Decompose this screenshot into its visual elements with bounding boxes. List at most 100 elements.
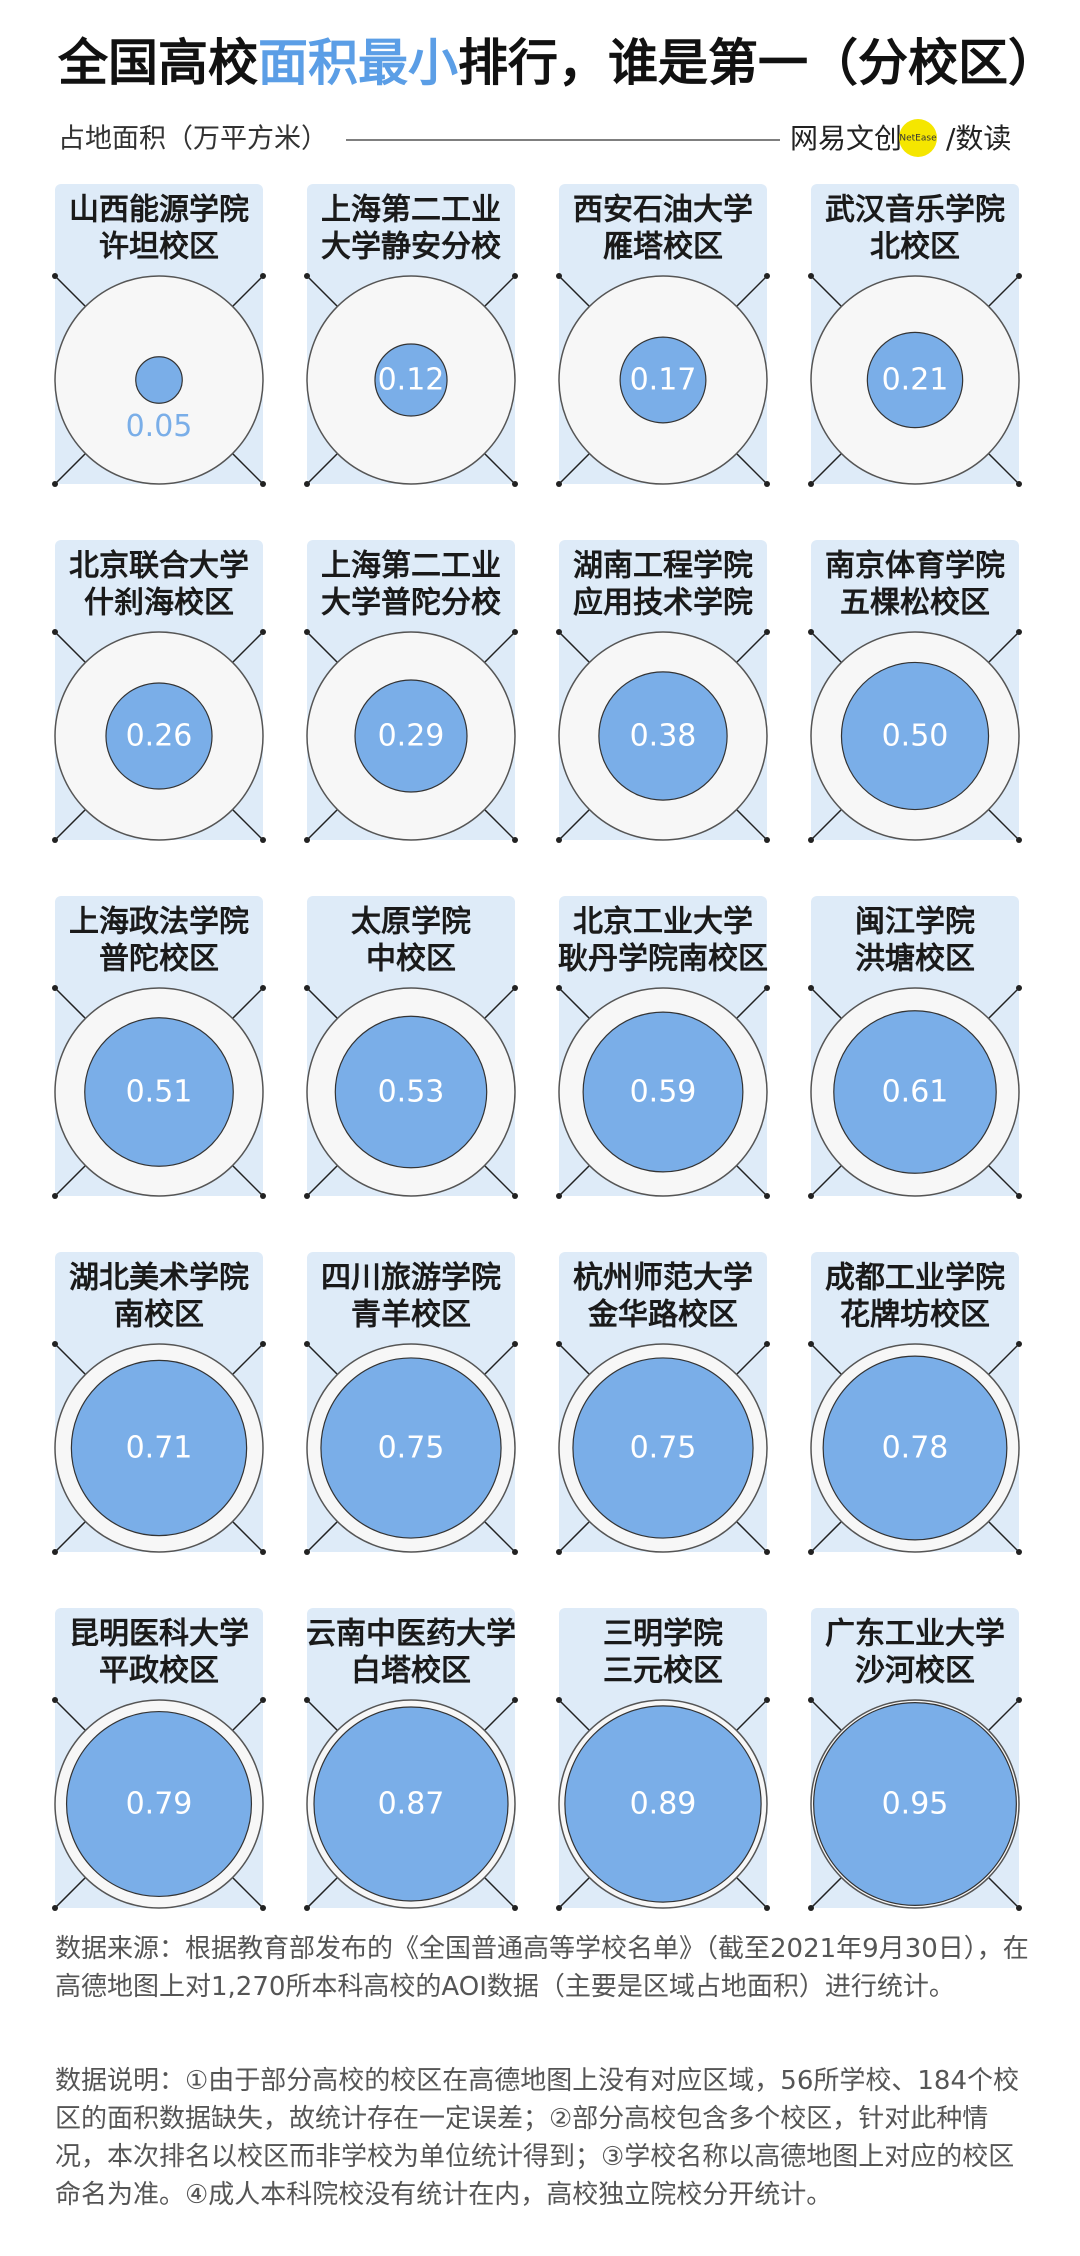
corner-dot [260, 985, 266, 991]
corner-dot [304, 1193, 310, 1199]
corner-dot [556, 273, 562, 279]
corner-line [306, 1521, 338, 1553]
bubble [320, 1357, 502, 1539]
value-label: 0.51 [126, 1075, 193, 1110]
category-label: 普陀校区 [99, 942, 219, 977]
category-label: 山西能源学院 [69, 193, 249, 228]
bubble [619, 336, 707, 424]
brand-badge: NetEase [899, 134, 937, 144]
bubble [598, 671, 728, 801]
corner-dot [304, 1905, 310, 1911]
bubble [374, 343, 448, 417]
corner-dot [512, 1549, 518, 1555]
corner-line [736, 809, 768, 841]
corner-line [988, 631, 1020, 663]
bubble [833, 1010, 997, 1174]
value-label: 0.61 [882, 1075, 949, 1110]
corner-dot [556, 1697, 562, 1703]
bubble [822, 1355, 1008, 1541]
category-label: 许坦校区 [99, 230, 219, 265]
corner-line [810, 1521, 842, 1553]
corner-line [810, 987, 842, 1019]
corner-line [54, 1343, 86, 1375]
corner-line [306, 1165, 338, 1197]
chart: 全国高校面积最小排行，谁是第一（分校区） 占地面积（万平方米） 网易文创 Net… [52, 34, 1058, 1911]
corner-dot [1016, 1697, 1022, 1703]
corner-dot [808, 1905, 814, 1911]
bubble [65, 1710, 253, 1898]
corner-dot [260, 1341, 266, 1347]
corner-line [736, 1877, 768, 1909]
corner-dot [764, 1905, 770, 1911]
value-label: 0.95 [882, 1787, 949, 1822]
category-label: 西安石油大学 [573, 193, 753, 228]
corner-line [232, 1521, 264, 1553]
corner-dot [512, 1697, 518, 1703]
value-label: 0.50 [882, 719, 949, 754]
category-label: 昆明医科大学 [69, 1617, 249, 1652]
corner-line [54, 631, 86, 663]
category-label: 上海政法学院 [69, 905, 249, 940]
value-label: 0.21 [882, 363, 949, 398]
corner-line [558, 453, 590, 485]
category-label: 什刹海校区 [84, 586, 234, 621]
category-label: 太原学院 [351, 905, 471, 940]
category-label: 白塔校区 [351, 1654, 471, 1689]
corner-dot [260, 629, 266, 635]
corner-dot [52, 273, 58, 279]
corner-line [736, 275, 768, 307]
corner-line [232, 453, 264, 485]
corner-line [484, 1165, 516, 1197]
corner-dot [1016, 1549, 1022, 1555]
corner-line [232, 1343, 264, 1375]
corner-dot [808, 481, 814, 487]
corner-line [988, 453, 1020, 485]
corner-dot [304, 273, 310, 279]
corner-dot [304, 629, 310, 635]
category-label: 三元校区 [603, 1654, 723, 1689]
corner-line [484, 1343, 516, 1375]
corner-dot [556, 1193, 562, 1199]
corner-line [736, 1165, 768, 1197]
note: 数据来源：根据教育部发布的《全国普通高等学校名单》（截至2021年9月30日），… [55, 1934, 1029, 2002]
corner-line [558, 987, 590, 1019]
corner-line [558, 1521, 590, 1553]
bubble [564, 1705, 762, 1903]
bubble [840, 661, 990, 811]
corner-line [54, 1521, 86, 1553]
corner-line [484, 275, 516, 307]
value-label: 0.78 [882, 1431, 949, 1466]
corner-line [558, 631, 590, 663]
value-label: 0.89 [630, 1787, 697, 1822]
corner-dot [512, 481, 518, 487]
corner-dot [764, 837, 770, 843]
category-label: 中校区 [366, 942, 456, 977]
corner-dot [52, 1341, 58, 1347]
corner-line [484, 1877, 516, 1909]
corner-dot [260, 1193, 266, 1199]
corner-line [232, 987, 264, 1019]
corner-line [988, 275, 1020, 307]
category-label: 青羊校区 [351, 1298, 471, 1333]
corner-line [736, 631, 768, 663]
corner-dot [260, 1697, 266, 1703]
corner-dot [808, 629, 814, 635]
corner-dot [1016, 1905, 1022, 1911]
category-label: 北京联合大学 [69, 549, 249, 584]
corner-dot [1016, 273, 1022, 279]
corner-dot [52, 1697, 58, 1703]
title-part: 排行，谁是第一（分校区） [458, 34, 1058, 92]
corner-line [736, 987, 768, 1019]
corner-dot [260, 1905, 266, 1911]
corner-dot [260, 837, 266, 843]
corner-line [54, 275, 86, 307]
corner-dot [808, 837, 814, 843]
category-label: 武汉音乐学院 [825, 193, 1005, 228]
corner-dot [556, 481, 562, 487]
corner-line [558, 1877, 590, 1909]
corner-dot [808, 273, 814, 279]
corner-line [810, 1699, 842, 1731]
corner-line [988, 1877, 1020, 1909]
category-label: 三明学院 [603, 1617, 723, 1652]
corner-line [558, 1699, 590, 1731]
